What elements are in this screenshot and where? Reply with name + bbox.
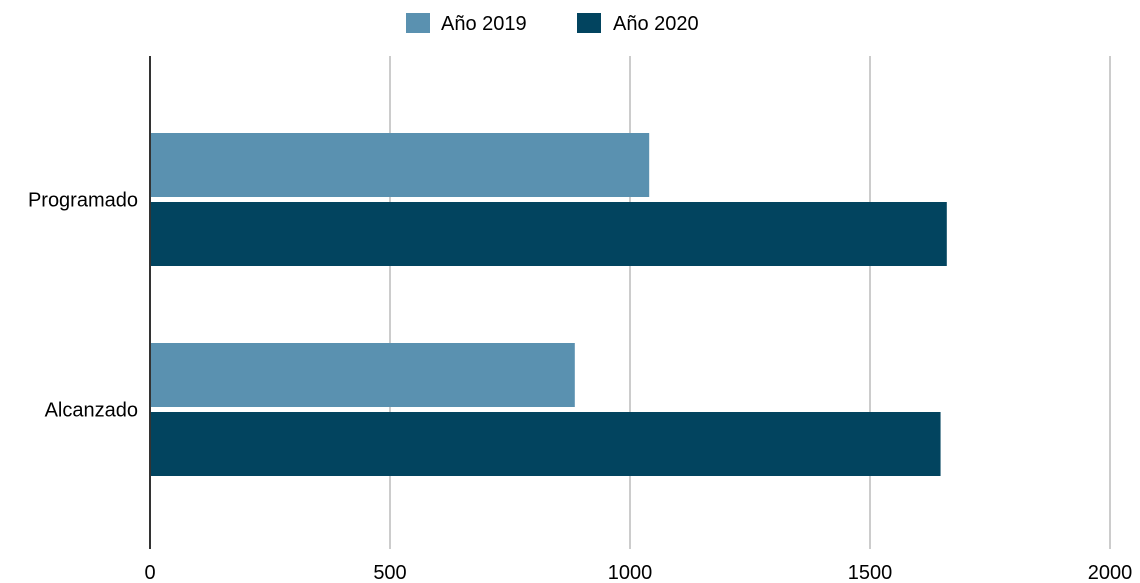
legend-swatch: [406, 13, 430, 33]
x-tick-label: 2000: [1088, 562, 1133, 583]
bar-alcanzado-series-1: [150, 343, 575, 407]
bar-alcanzado-series-2: [150, 412, 941, 476]
category-label: Alcanzado: [45, 400, 138, 422]
bar-programado-series-2: [150, 202, 947, 266]
legend-label: Año 2020: [613, 13, 699, 35]
legend-label: Año 2019: [441, 13, 527, 35]
axes: 0 500 1000 1500 2000 Programado Alcanzado: [28, 56, 1132, 583]
bar-programado-series-1: [150, 133, 650, 197]
legend-swatch: [577, 13, 601, 33]
x-tick-label: 0: [144, 562, 155, 583]
bars: [150, 133, 947, 476]
x-tick-label: 1500: [848, 562, 893, 583]
legend: Año 2019 Año 2020: [406, 13, 699, 35]
x-tick-label: 500: [373, 562, 406, 583]
x-tick-label: 1000: [608, 562, 653, 583]
category-label: Programado: [28, 190, 138, 212]
